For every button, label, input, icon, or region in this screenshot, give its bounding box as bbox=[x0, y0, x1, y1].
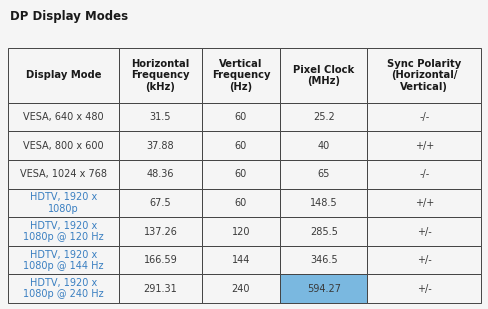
Bar bbox=[202, 103, 280, 131]
Text: Display Mode: Display Mode bbox=[26, 70, 101, 80]
Bar bbox=[8, 131, 119, 160]
Text: Horizontal
Frequency
(kHz): Horizontal Frequency (kHz) bbox=[131, 59, 189, 91]
Text: 594.27: 594.27 bbox=[306, 284, 340, 294]
Bar bbox=[280, 188, 366, 217]
Text: 137.26: 137.26 bbox=[143, 226, 177, 236]
Text: +/-: +/- bbox=[416, 226, 431, 236]
Bar bbox=[202, 188, 280, 217]
Text: 60: 60 bbox=[234, 141, 246, 151]
Text: 65: 65 bbox=[317, 169, 329, 179]
Text: 40: 40 bbox=[317, 141, 329, 151]
Text: 346.5: 346.5 bbox=[309, 255, 337, 265]
Bar bbox=[280, 246, 366, 274]
Bar bbox=[280, 217, 366, 246]
Bar bbox=[366, 160, 480, 188]
Text: Sync Polarity
(Horizontal/
Vertical): Sync Polarity (Horizontal/ Vertical) bbox=[386, 59, 460, 91]
Text: 120: 120 bbox=[231, 226, 250, 236]
Bar bbox=[8, 160, 119, 188]
Text: 166.59: 166.59 bbox=[143, 255, 177, 265]
Bar bbox=[202, 160, 280, 188]
Text: HDTV, 1920 x
1080p: HDTV, 1920 x 1080p bbox=[30, 192, 97, 214]
Text: +/-: +/- bbox=[416, 255, 431, 265]
Bar bbox=[366, 274, 480, 303]
Bar bbox=[202, 246, 280, 274]
Bar bbox=[280, 48, 366, 103]
Text: 31.5: 31.5 bbox=[149, 112, 171, 122]
Bar bbox=[8, 188, 119, 217]
Text: VESA, 1024 x 768: VESA, 1024 x 768 bbox=[20, 169, 107, 179]
Bar bbox=[366, 246, 480, 274]
Text: 60: 60 bbox=[234, 169, 246, 179]
Text: +/-: +/- bbox=[416, 284, 431, 294]
Bar bbox=[8, 103, 119, 131]
Bar bbox=[202, 131, 280, 160]
Text: 67.5: 67.5 bbox=[149, 198, 171, 208]
Bar bbox=[8, 246, 119, 274]
Text: 240: 240 bbox=[231, 284, 250, 294]
Text: 60: 60 bbox=[234, 112, 246, 122]
Text: 48.36: 48.36 bbox=[146, 169, 174, 179]
Text: 285.5: 285.5 bbox=[309, 226, 337, 236]
Text: 148.5: 148.5 bbox=[309, 198, 337, 208]
Bar bbox=[280, 274, 366, 303]
Text: 291.31: 291.31 bbox=[143, 284, 177, 294]
Text: DP Display Modes: DP Display Modes bbox=[10, 10, 128, 23]
Bar bbox=[8, 48, 119, 103]
Text: VESA, 640 x 480: VESA, 640 x 480 bbox=[23, 112, 103, 122]
Bar bbox=[119, 274, 202, 303]
Bar bbox=[366, 188, 480, 217]
Text: +/+: +/+ bbox=[414, 141, 433, 151]
Bar bbox=[280, 103, 366, 131]
Text: Pixel Clock
(MHz): Pixel Clock (MHz) bbox=[292, 65, 354, 86]
Text: VESA, 800 x 600: VESA, 800 x 600 bbox=[23, 141, 103, 151]
Bar bbox=[119, 131, 202, 160]
Bar bbox=[119, 103, 202, 131]
Bar bbox=[8, 274, 119, 303]
Bar bbox=[119, 48, 202, 103]
Text: 60: 60 bbox=[234, 198, 246, 208]
Bar bbox=[366, 48, 480, 103]
Text: HDTV, 1920 x
1080p @ 240 Hz: HDTV, 1920 x 1080p @ 240 Hz bbox=[23, 278, 103, 299]
Text: -/-: -/- bbox=[418, 112, 428, 122]
Bar bbox=[202, 274, 280, 303]
Bar bbox=[366, 103, 480, 131]
Bar bbox=[119, 160, 202, 188]
Text: HDTV, 1920 x
1080p @ 120 Hz: HDTV, 1920 x 1080p @ 120 Hz bbox=[23, 221, 103, 242]
Bar bbox=[119, 246, 202, 274]
Bar bbox=[366, 217, 480, 246]
Text: HDTV, 1920 x
1080p @ 144 Hz: HDTV, 1920 x 1080p @ 144 Hz bbox=[23, 249, 103, 271]
Text: 144: 144 bbox=[231, 255, 250, 265]
Text: -/-: -/- bbox=[418, 169, 428, 179]
Text: Vertical
Frequency
(Hz): Vertical Frequency (Hz) bbox=[211, 59, 270, 91]
Bar bbox=[280, 131, 366, 160]
Bar bbox=[119, 188, 202, 217]
Bar bbox=[366, 131, 480, 160]
Text: 25.2: 25.2 bbox=[312, 112, 334, 122]
Bar bbox=[8, 217, 119, 246]
Text: +/+: +/+ bbox=[414, 198, 433, 208]
Bar bbox=[202, 48, 280, 103]
Bar bbox=[280, 160, 366, 188]
Bar bbox=[202, 217, 280, 246]
Bar bbox=[119, 217, 202, 246]
Text: 37.88: 37.88 bbox=[146, 141, 174, 151]
